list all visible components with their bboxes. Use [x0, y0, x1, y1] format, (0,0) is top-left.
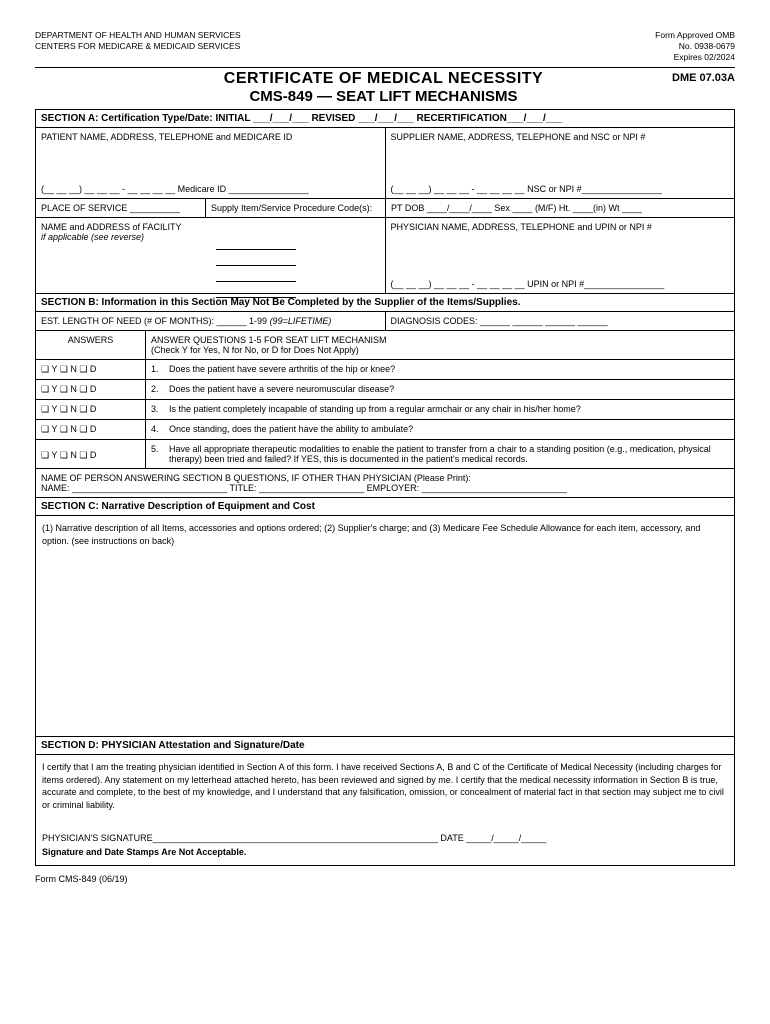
- q2-checkboxes[interactable]: ❏ Y ❏ N ❏ D: [36, 380, 146, 399]
- stamps-notice: Signature and Date Stamps Are Not Accept…: [42, 846, 728, 859]
- section-c-header: SECTION C: Narrative Description of Equi…: [36, 497, 734, 516]
- section-d-text: I certify that I am the treating physici…: [42, 761, 728, 811]
- q1-text: Does the patient have severe arthritis o…: [169, 364, 395, 375]
- q3-text: Is the patient completely incapable of s…: [169, 404, 581, 415]
- facility-label: NAME and ADDRESS of FACILITY: [41, 222, 380, 232]
- q5-checkboxes[interactable]: ❏ Y ❏ N ❏ D: [36, 440, 146, 468]
- q4-num: 4.: [151, 424, 169, 435]
- title-line2: CMS-849 — SEAT LIFT MECHANISMS: [95, 88, 672, 105]
- physician-phone-id[interactable]: (__ __ __) __ __ __ - __ __ __ __ UPIN o…: [391, 279, 730, 289]
- q1-num: 1.: [151, 364, 169, 375]
- name-person-line1: NAME OF PERSON ANSWERING SECTION B QUEST…: [41, 473, 729, 483]
- answers-header: ANSWERS: [36, 331, 146, 359]
- q4-checkboxes[interactable]: ❏ Y ❏ N ❏ D: [36, 420, 146, 439]
- diagnosis-codes[interactable]: DIAGNOSIS CODES: ______ ______ ______ __…: [386, 312, 735, 330]
- q2-text: Does the patient have a severe neuromusc…: [169, 384, 394, 395]
- supplier-label: SUPPLIER NAME, ADDRESS, TELEPHONE and NS…: [391, 132, 730, 142]
- q3-checkboxes[interactable]: ❏ Y ❏ N ❏ D: [36, 400, 146, 419]
- place-of-service[interactable]: PLACE OF SERVICE __________: [36, 199, 206, 217]
- dept-line1: DEPARTMENT OF HEALTH AND HUMAN SERVICES: [35, 30, 241, 41]
- title-line1: CERTIFICATE OF MEDICAL NECESSITY: [95, 70, 672, 88]
- physician-label: PHYSICIAN NAME, ADDRESS, TELEPHONE and U…: [391, 222, 730, 232]
- name-person-line2[interactable]: NAME: _______________________________ TI…: [41, 483, 729, 493]
- instructions-line2: (Check Y for Yes, N for No, or D for Doe…: [151, 345, 729, 355]
- section-b-header: SECTION B: Information in this Section M…: [36, 294, 734, 312]
- patient-label: PATIENT NAME, ADDRESS, TELEPHONE and MED…: [41, 132, 380, 142]
- est-length-label[interactable]: EST. LENGTH OF NEED (# OF MONTHS): _____…: [41, 316, 270, 326]
- instructions-line1: ANSWER QUESTIONS 1-5 FOR SEAT LIFT MECHA…: [151, 335, 729, 345]
- section-d-header: SECTION D: PHYSICIAN Attestation and Sig…: [36, 736, 734, 755]
- q3-num: 3.: [151, 404, 169, 415]
- section-c-body[interactable]: (1) Narrative description of all Items, …: [36, 516, 734, 736]
- q1-checkboxes[interactable]: ❏ Y ❏ N ❏ D: [36, 360, 146, 379]
- form-code: DME 07.03A: [672, 70, 735, 84]
- section-a-header: SECTION A: Certification Type/Date: INIT…: [36, 110, 734, 128]
- form-footer: Form CMS-849 (06/19): [35, 874, 735, 884]
- pt-dob-sex-ht-wt[interactable]: PT DOB ____/____/____ Sex ____ (M/F) Ht.…: [386, 199, 734, 217]
- supplier-phone-id[interactable]: (__ __ __) __ __ __ - __ __ __ __ NSC or…: [391, 184, 730, 194]
- facility-sub: if applicable (see reverse): [41, 232, 380, 242]
- supply-code-lines[interactable]: [216, 236, 296, 300]
- supply-codes-label: Supply Item/Service Procedure Code(s):: [206, 199, 386, 217]
- omb-line2: No. 0938-0679: [655, 41, 735, 52]
- physician-signature-line[interactable]: PHYSICIAN'S SIGNATURE___________________…: [42, 832, 728, 845]
- q5-num: 5.: [151, 444, 169, 464]
- q2-num: 2.: [151, 384, 169, 395]
- dept-line2: CENTERS FOR MEDICARE & MEDICAID SERVICES: [35, 41, 241, 52]
- patient-phone-id[interactable]: (__ __ __) __ __ __ - __ __ __ __ Medica…: [41, 184, 380, 194]
- omb-line1: Form Approved OMB: [655, 30, 735, 41]
- lifetime-note: (99=LIFETIME): [270, 316, 332, 326]
- q4-text: Once standing, does the patient have the…: [169, 424, 413, 435]
- q5-text: Have all appropriate therapeutic modalit…: [169, 444, 729, 464]
- omb-line3: Expires 02/2024: [655, 52, 735, 63]
